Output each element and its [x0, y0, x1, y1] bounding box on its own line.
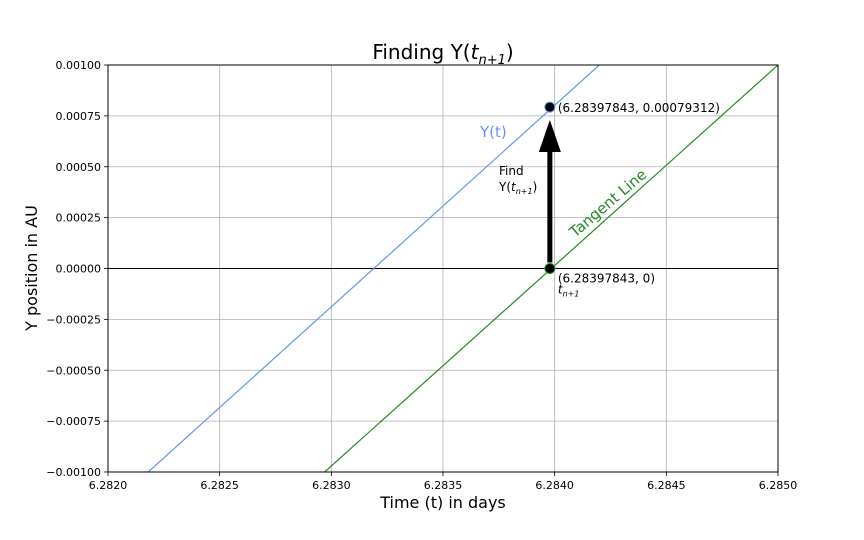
chart-title-t: t [471, 40, 480, 64]
annotation-y-prefix: Y( [498, 180, 511, 194]
annotation-sub: n+1 [516, 187, 533, 196]
grid-lines [107, 64, 779, 473]
y-axis-ticks: −0.00100 −0.00075 −0.00050 −0.00025 0.00000 0… [46, 59, 108, 479]
point-yt-n1 [544, 101, 556, 113]
annotation-y-tn1: Y(tn+1) [498, 180, 537, 196]
series-line-yt [147, 65, 600, 472]
x-tick-label: 6.2830 [312, 479, 351, 492]
x-axis-ticks: 6.2820 6.2825 6.2830 6.2835 6.2840 6.2845 6.28… [89, 472, 798, 492]
point-tn1 [544, 263, 556, 274]
x-tick-label: 6.2845 [647, 479, 686, 492]
x-tick-label: 6.2840 [535, 479, 574, 492]
annotation-t: t [511, 180, 517, 194]
x-tick-label: 6.2825 [200, 479, 239, 492]
point-sublabel-sub: n+1 [563, 290, 580, 299]
point-sublabel-t: t [558, 283, 564, 297]
y-tick-label: 0.00050 [56, 161, 102, 174]
x-tick-label: 6.2850 [759, 479, 798, 492]
chart-title: Finding Y(tn+1) [372, 40, 513, 68]
y-tick-label: 0.00100 [56, 59, 102, 72]
arrow-head [538, 119, 561, 152]
chart-title-suffix: ) [506, 40, 514, 64]
series-label-tangent: Tangent Line [565, 165, 650, 241]
y-tick-label: −0.00050 [46, 364, 101, 377]
chart-title-sub: n+1 [478, 53, 505, 68]
y-tick-label: −0.00025 [46, 313, 101, 326]
x-tick-label: 6.2835 [424, 479, 463, 492]
y-tick-label: −0.00075 [46, 415, 101, 428]
find-arrow [538, 119, 561, 263]
x-axis-label: Time (t) in days [379, 493, 506, 512]
y-tick-label: 0.00000 [56, 263, 102, 276]
plot-frame [107, 64, 779, 473]
y-axis-label: Y position in AU [22, 205, 41, 332]
y-tick-label: 0.00075 [56, 110, 102, 123]
series-label-yt: Y(t) [479, 123, 507, 141]
y-tick-label: −0.00100 [46, 466, 101, 479]
x-tick-label: 6.2820 [89, 479, 128, 492]
annotation-find: Find [499, 164, 524, 178]
point-label-top: (6.28397843, 0.00079312) [558, 101, 720, 115]
y-tick-label: 0.00025 [56, 212, 102, 225]
annotation-suffix: ) [533, 180, 538, 194]
chart-title-prefix: Finding Y( [372, 40, 470, 64]
point-label-bottom: (6.28397843, 0) [558, 272, 655, 286]
point-sublabel-tn1: tn+1 [558, 283, 580, 299]
